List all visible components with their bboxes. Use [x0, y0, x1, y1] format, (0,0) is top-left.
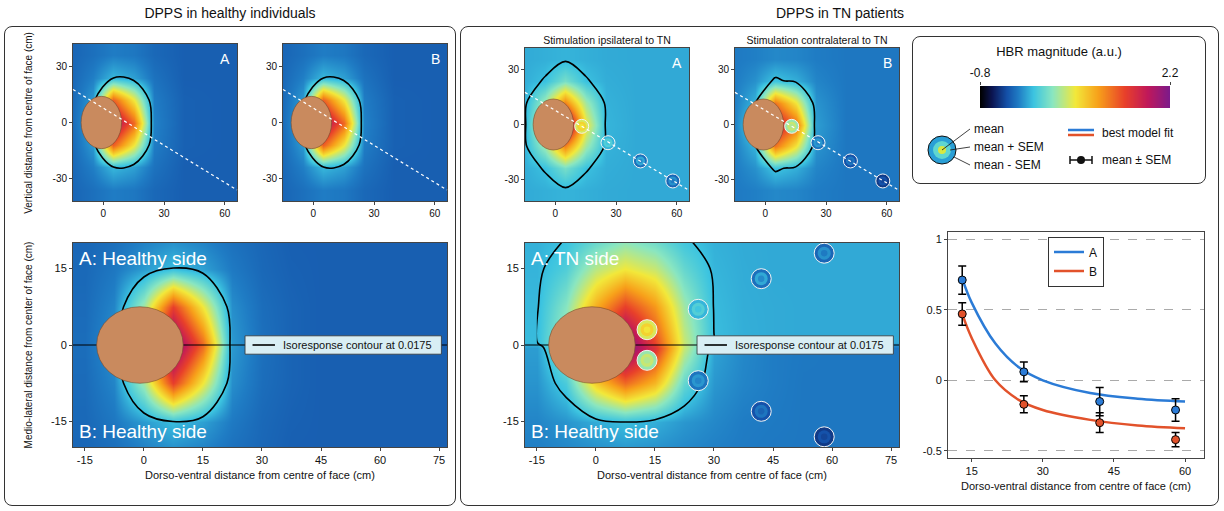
svg-text:30: 30 — [1037, 465, 1049, 477]
svg-text:Dorso-ventral distance from ce: Dorso-ventral distance from centre of fa… — [961, 480, 1191, 492]
html-text:Vertical distance from centre: Vertical distance from centre of face (c… — [22, 31, 34, 214]
svg-text:0: 0 — [513, 339, 519, 351]
svg-text:30: 30 — [56, 61, 68, 72]
svg-text:mean: mean — [974, 122, 1004, 136]
svg-text:-0.8: -0.8 — [970, 66, 991, 80]
svg-text:0: 0 — [61, 117, 67, 128]
svg-text:A: A — [1089, 246, 1097, 260]
svg-text:0: 0 — [311, 208, 317, 219]
svg-text:0.5: 0.5 — [927, 304, 942, 316]
svg-text:mean - SEM: mean - SEM — [974, 158, 1041, 172]
svg-text:60: 60 — [429, 208, 441, 219]
svg-text:mean + SEM: mean + SEM — [974, 140, 1044, 154]
svg-text:15: 15 — [649, 454, 661, 466]
svg-text:B: B — [883, 55, 892, 71]
svg-text:30: 30 — [159, 208, 171, 219]
svg-text:Isoresponse contour at 0.0175: Isoresponse contour at 0.0175 — [283, 339, 432, 351]
svg-text:1: 1 — [936, 233, 942, 245]
svg-text:-15: -15 — [529, 454, 545, 466]
svg-text:45: 45 — [767, 454, 779, 466]
svg-text:Dorso-ventral distance from ce: Dorso-ventral distance from centre of fa… — [145, 469, 375, 481]
svg-text:A: A — [672, 55, 682, 71]
svg-text:Dorso-ventral distance from ce: Dorso-ventral distance from centre of fa… — [597, 469, 827, 481]
svg-text:30: 30 — [718, 64, 730, 75]
svg-text:0: 0 — [61, 339, 67, 351]
svg-text:0: 0 — [936, 374, 942, 386]
svg-text:0: 0 — [553, 208, 559, 219]
svg-text:2.2: 2.2 — [1162, 66, 1179, 80]
svg-text:60: 60 — [826, 454, 838, 466]
html-text:Medio-lateral distance from ce: Medio-lateral distance from center of fa… — [22, 241, 34, 449]
svg-text:-30: -30 — [263, 173, 278, 184]
svg-text:best model fit: best model fit — [1102, 126, 1174, 140]
svg-text:15: 15 — [507, 262, 519, 274]
svg-text:15: 15 — [966, 465, 978, 477]
svg-text:-30: -30 — [53, 173, 68, 184]
svg-text:0: 0 — [101, 208, 107, 219]
svg-text:A: A — [220, 51, 230, 67]
svg-text:-0.5: -0.5 — [923, 445, 942, 457]
svg-text:60: 60 — [881, 208, 893, 219]
svg-text:-15: -15 — [503, 415, 519, 427]
svg-text:A: TN side: A: TN side — [531, 248, 619, 269]
svg-text:0: 0 — [763, 208, 769, 219]
svg-text:30: 30 — [369, 208, 381, 219]
svg-text:60: 60 — [374, 454, 386, 466]
svg-text:-15: -15 — [77, 454, 93, 466]
svg-text:30: 30 — [508, 64, 520, 75]
svg-text:0: 0 — [513, 119, 519, 130]
svg-text:B: Healthy side: B: Healthy side — [79, 421, 207, 442]
svg-text:0: 0 — [141, 454, 147, 466]
svg-text:B: B — [431, 51, 440, 67]
svg-text:Stimulation ipsilateral to TN: Stimulation ipsilateral to TN — [543, 34, 671, 46]
svg-text:-30: -30 — [505, 174, 520, 185]
svg-text:30: 30 — [821, 208, 833, 219]
svg-text:30: 30 — [256, 454, 268, 466]
svg-text:75: 75 — [433, 454, 445, 466]
svg-text:45: 45 — [315, 454, 327, 466]
svg-text:30: 30 — [708, 454, 720, 466]
svg-text:mean ± SEM: mean ± SEM — [1102, 153, 1171, 167]
svg-text:15: 15 — [197, 454, 209, 466]
svg-text:60: 60 — [671, 208, 683, 219]
svg-text:0: 0 — [723, 119, 729, 130]
svg-text:60: 60 — [219, 208, 231, 219]
svg-text:Isoresponse contour at 0.0175: Isoresponse contour at 0.0175 — [735, 339, 884, 351]
svg-text:A: Healthy side: A: Healthy side — [79, 248, 207, 269]
svg-text:30: 30 — [611, 208, 623, 219]
svg-text:-30: -30 — [715, 174, 730, 185]
svg-text:-15: -15 — [51, 415, 67, 427]
html-text:DPPS in healthy individuals: DPPS in healthy individuals — [144, 5, 316, 21]
html-text:HBR magnitude (a.u.): HBR magnitude (a.u.) — [996, 44, 1122, 59]
html-text:DPPS in TN patients: DPPS in TN patients — [775, 5, 905, 21]
svg-text:0: 0 — [271, 117, 277, 128]
svg-text:B: B — [1089, 265, 1097, 279]
svg-text:0: 0 — [593, 454, 599, 466]
svg-text:60: 60 — [1179, 465, 1191, 477]
svg-text:30: 30 — [266, 61, 278, 72]
svg-text:15: 15 — [55, 262, 67, 274]
svg-text:75: 75 — [885, 454, 897, 466]
svg-text:Stimulation contralateral to T: Stimulation contralateral to TN — [746, 34, 887, 46]
svg-text:B: Healthy side: B: Healthy side — [531, 421, 659, 442]
svg-text:45: 45 — [1108, 465, 1120, 477]
